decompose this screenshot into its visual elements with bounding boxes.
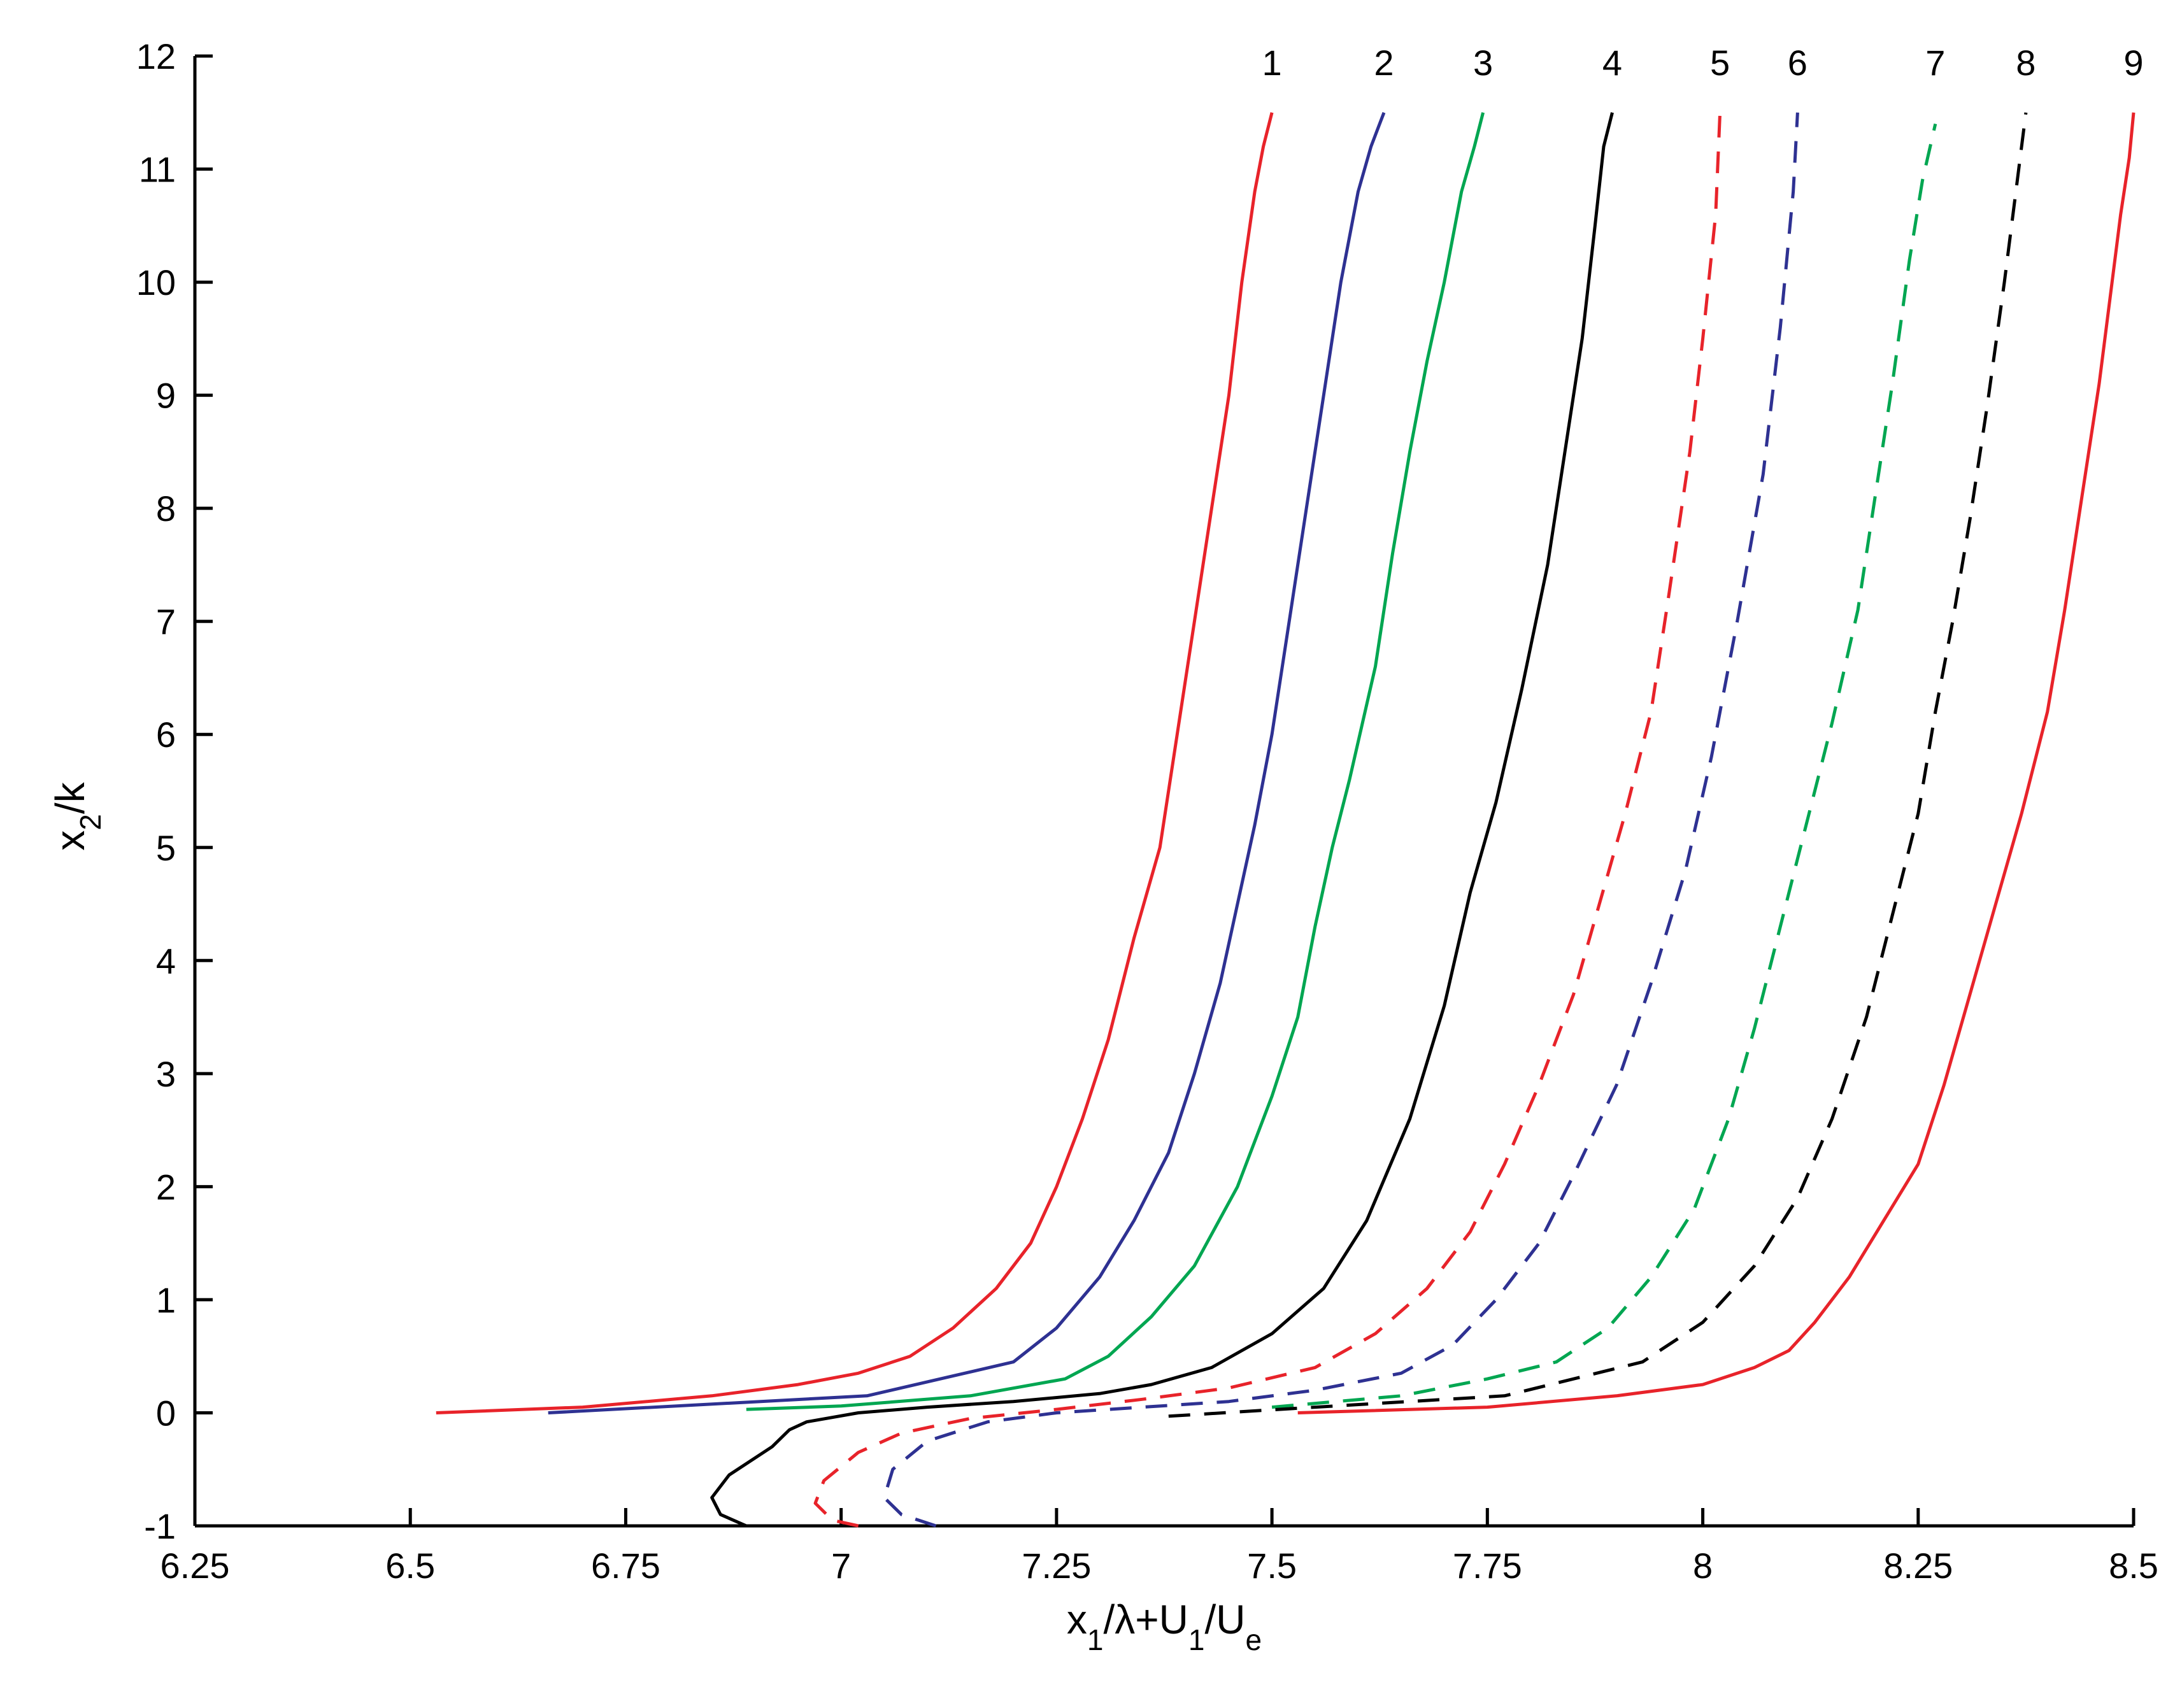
x-tick-label: 7.75 <box>1453 1546 1522 1586</box>
series-line-8 <box>1168 112 2028 1418</box>
curve-labels: 1 2 3 4 5 6 7 8 9 <box>1262 43 2144 83</box>
y-tick-label: 3 <box>156 1054 176 1094</box>
y-tick-label: 0 <box>156 1393 176 1433</box>
y-tick-label: 10 <box>136 262 176 302</box>
series-label-2: 2 <box>1374 43 1394 83</box>
y-tick-label: 12 <box>136 36 176 76</box>
x-tick-label: 7.25 <box>1022 1546 1091 1586</box>
y-tick-label: 2 <box>156 1167 176 1207</box>
label-subscript: 2 <box>74 814 107 830</box>
axes: 6.25 6.5 6.75 7 7.25 7.5 7.75 8 8.25 8.5-10123456… <box>136 36 2158 1586</box>
y-tick-label: 4 <box>156 941 176 981</box>
x-tick-label: 8.25 <box>1883 1546 1953 1586</box>
x-tick-label: 7.5 <box>1247 1546 1297 1586</box>
x-tick-label: 6.75 <box>591 1546 660 1586</box>
x-tick-label: 8.5 <box>2109 1546 2158 1586</box>
label-text: /U <box>1204 1597 1245 1642</box>
series-line-9 <box>1297 112 2136 1414</box>
label-text: /λ+U <box>1104 1597 1188 1642</box>
label-text: x <box>1067 1597 1087 1642</box>
x-tick-label: 6.25 <box>160 1546 230 1586</box>
y-tick-label: 11 <box>139 150 176 190</box>
label-subscript: 1 <box>1087 1623 1104 1656</box>
series-label-8: 8 <box>2016 43 2036 83</box>
y-tick-label: 9 <box>156 376 176 416</box>
series-label-4: 4 <box>1602 43 1622 83</box>
series-line-5 <box>813 112 1722 1528</box>
series-label-1: 1 <box>1262 43 1282 83</box>
x-axis-label: x1/λ+U1/Ue <box>1067 1597 1262 1656</box>
x-tick-label: 6.5 <box>385 1546 435 1586</box>
label-text: x <box>47 830 93 851</box>
label-text: /k <box>47 781 93 814</box>
y-tick-label: 1 <box>156 1280 176 1320</box>
x-tick-label: 7 <box>831 1546 851 1586</box>
label-subscript: 1 <box>1188 1623 1205 1656</box>
series-label-6: 6 <box>1788 43 1808 83</box>
y-tick-label: 5 <box>156 828 176 868</box>
label-subscript: e <box>1245 1623 1262 1656</box>
series-label-3: 3 <box>1473 43 1493 83</box>
y-tick-label: -1 <box>144 1506 176 1546</box>
y-tick-label: 6 <box>156 715 176 755</box>
series-line-4 <box>710 112 1614 1528</box>
series-line-1 <box>436 112 1274 1414</box>
series-line-7 <box>1271 123 1937 1409</box>
y-tick-label: 8 <box>156 488 176 529</box>
series-line-3 <box>746 112 1485 1411</box>
series-label-9: 9 <box>2123 43 2143 83</box>
x-tick-label: 8 <box>1693 1546 1713 1586</box>
y-axis-label: x2/k <box>47 781 107 850</box>
y-tick-label: 7 <box>156 602 176 642</box>
series-line-6 <box>882 112 1799 1528</box>
series-line-2 <box>548 111 1386 1414</box>
series-label-7: 7 <box>1925 43 1945 83</box>
curves <box>436 111 2136 1528</box>
series-label-5: 5 <box>1710 43 1730 83</box>
